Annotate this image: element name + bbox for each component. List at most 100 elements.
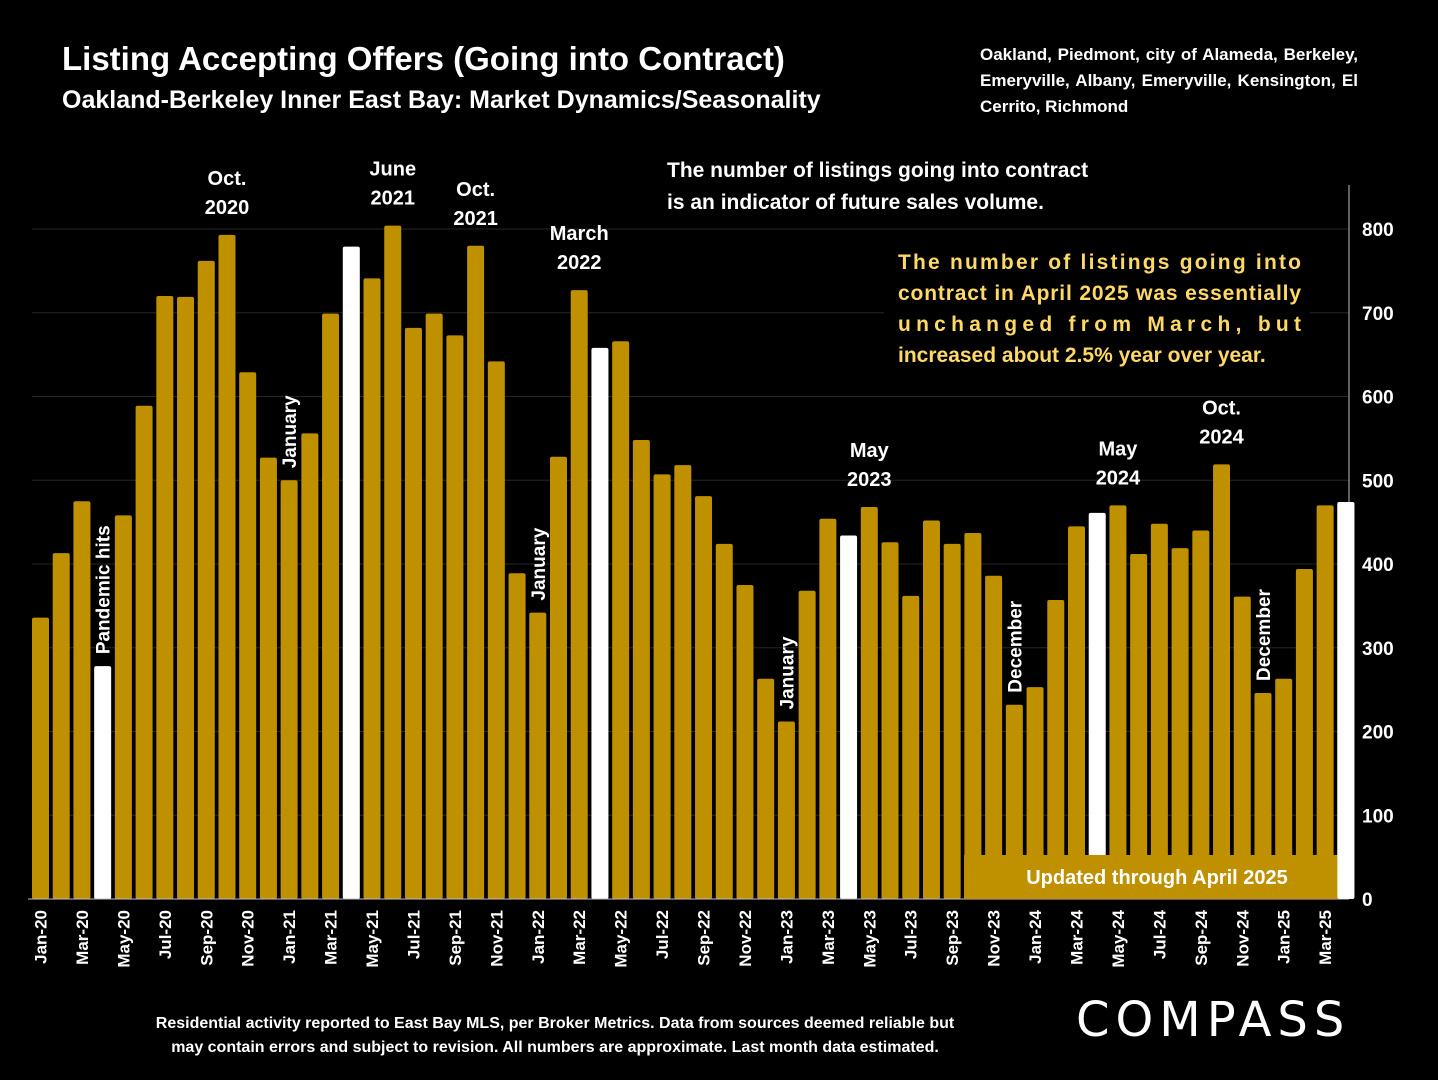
x-tick-label: Jan-23 (777, 910, 796, 964)
x-tick-label: May-20 (114, 910, 133, 968)
y-tick-label: 800 (1362, 220, 1394, 241)
info-note-line: The number of listings going into contra… (667, 159, 1088, 182)
bar (612, 341, 630, 900)
callout-line: unchanged from March, but (898, 313, 1301, 336)
x-tick-label: Mar-25 (1316, 910, 1335, 965)
bar (964, 533, 982, 899)
bar (467, 245, 485, 899)
bar (1130, 553, 1148, 899)
x-tick-label: Jul-21 (404, 910, 423, 959)
x-tick-label: Jul-24 (1150, 909, 1169, 959)
bar (1068, 526, 1085, 899)
bar-annotation-line: 2021 (370, 188, 415, 210)
footnote-line-2: may contain errors and subject to revisi… (171, 1039, 939, 1056)
y-tick-label: 100 (1362, 806, 1394, 827)
bar (798, 590, 816, 899)
x-tick-label: Jul-20 (156, 910, 175, 959)
y-tick-label: 0 (1362, 890, 1373, 911)
bar (860, 507, 878, 899)
bar-annotation: January (777, 636, 798, 709)
bar-annotation: January (529, 527, 550, 600)
bar (508, 573, 526, 899)
x-tick-label: Mar-24 (1068, 909, 1087, 964)
bar-annotation: January (280, 395, 301, 468)
x-tick-label: Sep-24 (1192, 909, 1211, 965)
x-tick-label: Mar-23 (819, 910, 838, 965)
y-tick-label: 200 (1362, 723, 1394, 744)
bar (736, 584, 754, 899)
bar-annotation: December (1254, 588, 1275, 680)
bar (570, 290, 588, 899)
bar (819, 518, 837, 899)
footnote-line-1: Residential activity reported to East Ba… (155, 1015, 955, 1032)
bar (1150, 523, 1168, 899)
x-tick-label: Nov-23 (985, 910, 1004, 967)
x-tick-label: Nov-22 (736, 910, 755, 967)
bar (840, 535, 858, 899)
x-tick-label: Jan-25 (1275, 910, 1294, 964)
bar (653, 474, 671, 899)
bar (197, 260, 215, 899)
x-tick-label: Jan-21 (280, 910, 299, 964)
bar (363, 278, 381, 900)
x-tick-label: Mar-20 (73, 910, 92, 965)
bar (695, 496, 713, 899)
bar (342, 246, 360, 899)
bar (280, 480, 298, 899)
bar (218, 234, 236, 900)
bar-annotation: December (1005, 600, 1026, 692)
x-tick-label: Sep-20 (197, 910, 216, 966)
x-tick-label: May-22 (612, 910, 631, 968)
callout-line: The number of listings going into (898, 251, 1301, 274)
bar (259, 457, 277, 899)
bar (322, 313, 340, 899)
x-tick-label: Jul-22 (653, 910, 672, 959)
bar (529, 612, 547, 899)
bar (239, 372, 257, 899)
x-tick-label: Mar-21 (322, 910, 341, 965)
bar (922, 520, 940, 899)
x-tick-label: May-23 (860, 910, 879, 968)
bar (1316, 505, 1334, 899)
update-badge-label: Updated through April 2025 (1026, 867, 1288, 889)
bar (114, 515, 132, 899)
bar (881, 542, 899, 899)
bar-annotation-line: March (550, 223, 609, 245)
bar (985, 575, 1003, 899)
bar-annotation-line: 2022 (557, 252, 602, 274)
bar (1047, 600, 1065, 899)
bar (1005, 704, 1023, 899)
bar-annotation-line: May (850, 440, 890, 462)
y-tick-label: 500 (1362, 471, 1394, 492)
bar-annotation-line: 2024 (1199, 426, 1244, 448)
x-tick-label: Sep-23 (943, 910, 962, 966)
bar (1233, 596, 1251, 899)
bar (943, 543, 961, 899)
x-tick-label: Nov-24 (1233, 909, 1252, 966)
bar (32, 617, 49, 899)
info-note-line: is an indicator of future sales volume. (667, 191, 1044, 214)
note-background (658, 150, 1138, 220)
bar (301, 433, 319, 899)
bar-annotation-line: June (369, 159, 416, 181)
bar-annotation-line: May (1098, 438, 1138, 460)
bar (135, 405, 153, 899)
y-tick-label: 400 (1362, 555, 1394, 576)
y-tick-label: 600 (1362, 388, 1394, 409)
bar (1213, 464, 1231, 899)
bar (446, 335, 464, 899)
bar (550, 456, 567, 899)
x-tick-label: Nov-21 (487, 910, 506, 967)
x-tick-label: Jul-23 (902, 910, 921, 959)
x-tick-label: Jan-24 (1026, 909, 1045, 963)
area-list: Oakland, Piedmont, city of Alameda, Berk… (980, 45, 1358, 116)
x-tick-label: Mar-22 (570, 910, 589, 965)
bar (1275, 678, 1293, 899)
callout-line: increased about 2.5% year over year. (898, 344, 1266, 367)
bar-annotation-line: 2023 (847, 469, 892, 491)
y-tick-label: 700 (1362, 304, 1394, 325)
bar (902, 595, 920, 899)
bar-annotation-line: Oct. (1202, 397, 1241, 419)
bar (487, 361, 505, 899)
bar (94, 666, 112, 899)
